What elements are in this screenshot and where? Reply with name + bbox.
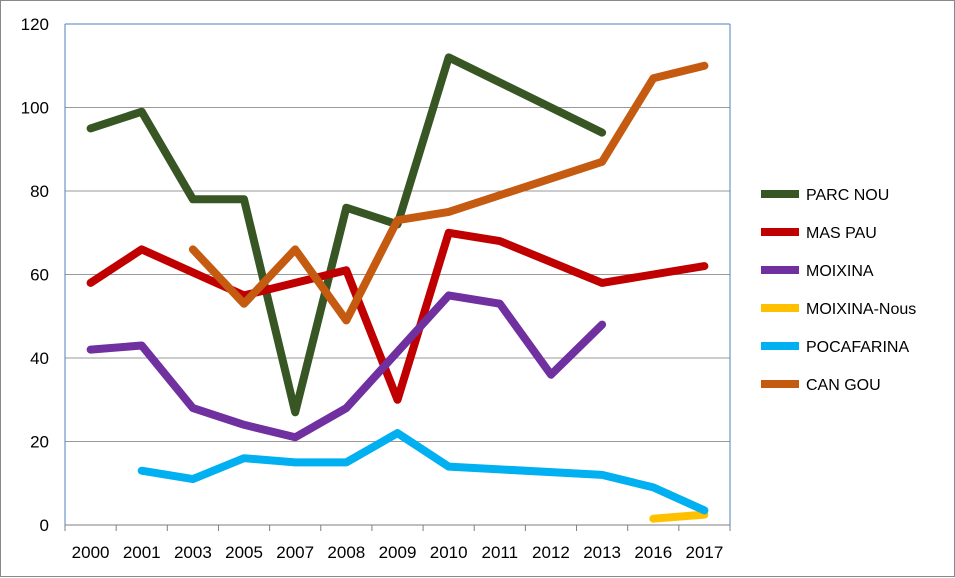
series-line-moixina-nous [649, 510, 709, 523]
y-axis-tick-labels: 0 20 40 60 80 100 120 [21, 15, 49, 535]
x-tick-label: 2009 [379, 543, 417, 562]
legend-label-mas-pau: MAS PAU [806, 225, 877, 242]
series-line-moixina [86, 291, 607, 442]
series-line-mas-pau [86, 228, 709, 404]
legend-label-pocafarina: POCAFARINA [806, 339, 909, 356]
legend-label-moixina-nous: MOIXINA-Nous [806, 301, 916, 318]
legend-label-moixina: MOIXINA [806, 263, 874, 280]
y-tick-label: 60 [30, 266, 49, 285]
x-tick-label: 2005 [225, 543, 263, 562]
x-axis: 2000 2001 2003 2005 2007 2008 2009 2010 2011 2012… [64, 525, 731, 562]
series-line-parc-nou [86, 53, 607, 417]
x-tick-label: 2016 [634, 543, 672, 562]
x-tick-label: 2011 [482, 543, 519, 562]
x-tick-label: 2017 [686, 543, 724, 562]
legend: PARC NOU MAS PAU MOIXINA MOIXINA-Nous POCAFA… [761, 187, 916, 394]
x-tick-label: 2001 [123, 543, 161, 562]
x-tick-label: 2008 [327, 543, 365, 562]
gridlines [64, 23, 731, 526]
legend-label-parc-nou: PARC NOU [806, 187, 889, 204]
legend-label-can-gou: CAN GOU [806, 377, 881, 394]
y-tick-label: 0 [40, 516, 49, 535]
series-line-can-gou [188, 61, 709, 325]
x-tick-label: 2012 [532, 543, 570, 562]
x-tick-label: 2007 [276, 543, 314, 562]
y-tick-label: 20 [30, 433, 49, 452]
y-tick-label: 120 [21, 15, 49, 34]
y-tick-label: 40 [30, 349, 49, 368]
x-tick-label: 2000 [72, 543, 110, 562]
y-tick-label: 80 [30, 182, 49, 201]
x-tick-label: 2010 [430, 543, 468, 562]
series-lines [86, 53, 709, 523]
y-tick-label: 100 [21, 99, 49, 118]
x-tick-label: 2013 [583, 543, 621, 562]
x-tick-label: 2003 [174, 543, 212, 562]
series-line-pocafarina [137, 429, 709, 515]
